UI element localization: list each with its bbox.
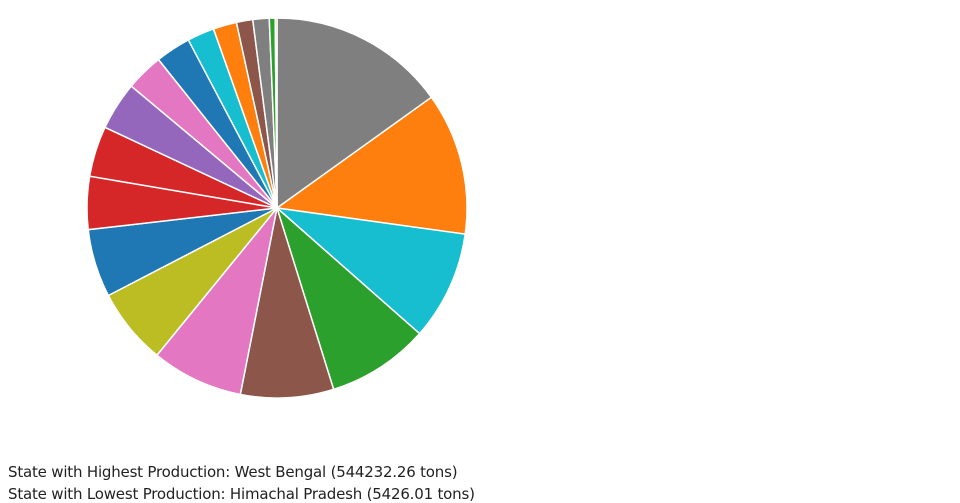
pie-slice[interactable]	[239, 207, 335, 399]
pie-slice[interactable]	[275, 205, 421, 391]
lowest-production-text: State with Lowest Production: Himachal P…	[8, 485, 475, 503]
pie-slice[interactable]	[275, 96, 468, 236]
pie-slice[interactable]	[274, 206, 467, 335]
pie-slice[interactable]	[274, 17, 278, 209]
pie-slice[interactable]	[155, 207, 278, 396]
pie-slice[interactable]	[276, 17, 433, 210]
highest-production-text: State with Highest Production: West Beng…	[8, 463, 458, 481]
pie-chart	[86, 17, 468, 399]
